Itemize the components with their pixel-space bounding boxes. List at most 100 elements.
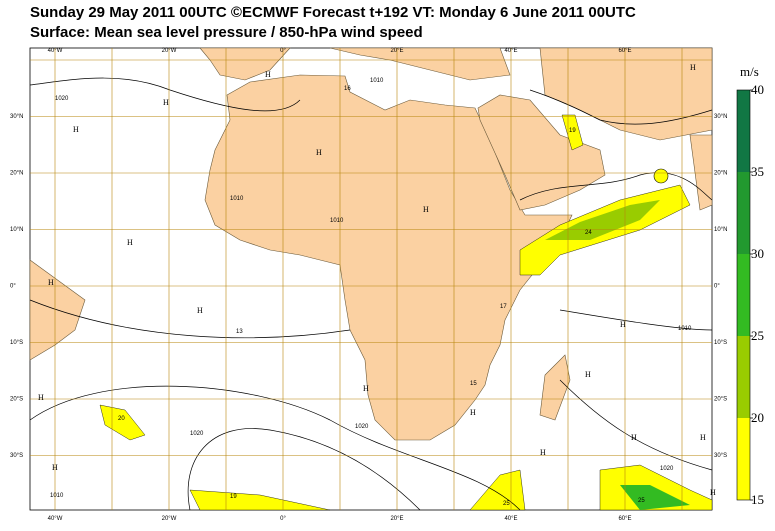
high-label: H (363, 384, 369, 393)
land-europe (329, 47, 511, 81)
wind-area (599, 464, 713, 511)
high-label: H (265, 70, 271, 79)
lat-label: 10°N (714, 227, 727, 233)
high-label: H (316, 148, 322, 157)
colorbar-segment (737, 90, 750, 172)
lon-label: 40°W (48, 48, 63, 54)
lon-label: 0° (280, 516, 286, 522)
wind-label: 17 (500, 304, 507, 310)
colorbar-segment (737, 172, 750, 254)
lat-label: 20°S (10, 397, 23, 403)
colorbar-frame (736, 89, 751, 501)
high-label: H (163, 98, 169, 107)
high-label: H (540, 448, 546, 457)
colorbar-tick-label: 35 (751, 164, 764, 179)
lat-label: 20°N (10, 171, 23, 177)
isobar-label: 1020 (355, 424, 369, 430)
colorbar-tick-label: 40 (751, 82, 764, 97)
subtitle-line: Surface: Mean sea level pressure / 850-h… (30, 24, 423, 41)
isobar-label: 1010 (370, 78, 384, 84)
isobar-label: 1020 (660, 466, 674, 472)
lon-label: 60°E (618, 516, 631, 522)
high-label: H (48, 278, 54, 287)
high-label: H (52, 463, 58, 472)
lon-label: 60°E (618, 48, 631, 54)
high-label: H (197, 306, 203, 315)
isobar-label: 1020 (55, 96, 69, 102)
wind-area (189, 489, 331, 511)
high-label: H (423, 205, 429, 214)
wind-label: 25 (638, 498, 645, 504)
map-labels: 40°W 40°W 20°W 20°W 0° 0° 20°E 20°E 40°E 40°E 60°E… (10, 48, 727, 522)
wind-label: 25 (503, 501, 510, 507)
map-area (29, 47, 713, 511)
land-africa (204, 74, 573, 441)
lon-label: 20°W (162, 48, 177, 54)
wind-label: 19 (569, 128, 576, 134)
isobar (29, 77, 301, 112)
lat-label: 0° (714, 284, 720, 290)
high-label: H (631, 433, 637, 442)
wind-label: 20 (118, 416, 125, 422)
colorbar-segment (737, 254, 750, 336)
cyclone (653, 168, 669, 184)
isobar-label: 1010 (230, 196, 244, 202)
high-label: H (470, 408, 476, 417)
colorbar-tick-label: 15 (751, 492, 764, 507)
land-india (689, 134, 713, 211)
title-line: Sunday 29 May 2011 00UTC ©ECMWF Forecast… (30, 4, 636, 21)
high-label: H (620, 320, 626, 329)
lon-label: 20°E (390, 48, 403, 54)
colorbar-tick-label: 25 (751, 328, 764, 343)
high-label: H (73, 125, 79, 134)
lon-label: 20°W (162, 516, 177, 522)
wind-label: 16 (344, 86, 351, 92)
colorbar-segment (737, 336, 750, 418)
high-label: H (690, 63, 696, 72)
wind-label: 15 (470, 381, 477, 387)
lat-label: 20°N (714, 171, 727, 177)
isobar-label: 1010 (330, 218, 344, 224)
lat-label: 30°S (10, 453, 23, 459)
lat-label: 30°N (10, 114, 23, 120)
lon-label: 40°E (504, 516, 517, 522)
isobar-label: 1010 (50, 493, 64, 499)
lat-label: 20°S (714, 397, 727, 403)
isobar (29, 385, 521, 511)
lat-label: 10°S (714, 340, 727, 346)
isobar (187, 428, 421, 511)
high-label: H (700, 433, 706, 442)
isobar-label: 1010 (678, 326, 692, 332)
isobar (29, 299, 351, 339)
colorbar-unit: m/s (740, 64, 759, 79)
lon-label: 20°E (390, 516, 403, 522)
wind-label: 13 (236, 329, 243, 335)
lon-label: 0° (280, 48, 286, 54)
high-label: H (38, 393, 44, 402)
lon-label: 40°E (504, 48, 517, 54)
wind-area (561, 114, 584, 151)
colorbar-tick-label: 20 (751, 410, 764, 425)
isobar-label: 1020 (190, 431, 204, 437)
lat-label: 10°S (10, 340, 23, 346)
land-arabia (477, 94, 606, 211)
wind-area (545, 200, 660, 240)
isobar (559, 309, 713, 331)
high-label: H (710, 488, 716, 497)
wind-area (620, 485, 690, 510)
isobar (559, 379, 713, 471)
land-madagascar (539, 354, 571, 421)
lon-label: 40°W (48, 516, 63, 522)
lat-label: 30°N (714, 114, 727, 120)
colorbar-segment (737, 418, 750, 500)
lat-label: 30°S (714, 453, 727, 459)
colorbar-tick-label: 30 (751, 246, 764, 261)
wind-label: 24 (585, 230, 592, 236)
high-label: H (585, 370, 591, 379)
lat-label: 10°N (10, 227, 23, 233)
high-label: H (127, 238, 133, 247)
isobar (519, 172, 713, 201)
lat-label: 0° (10, 284, 16, 290)
